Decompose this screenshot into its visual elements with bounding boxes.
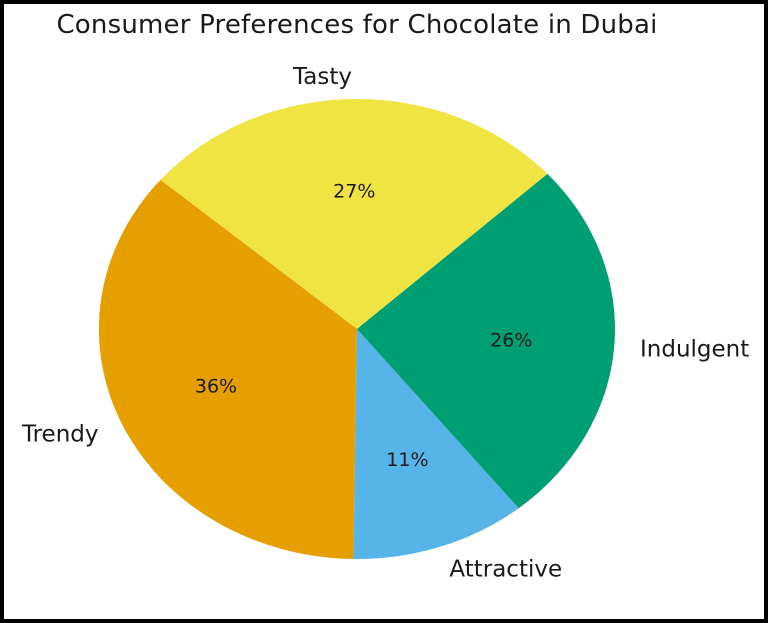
pie-slice-trendy	[98, 179, 357, 559]
pct-label-indulgent: 26%	[490, 329, 532, 351]
pie-chart: 27% Tasty 36% Trendy 11% Attractive 26% Indulge…	[21, 64, 749, 582]
slice-label-indulgent: Indulgent	[640, 336, 749, 362]
pie-slice-indulgent	[357, 173, 615, 509]
pie-slice-attractive	[353, 329, 519, 560]
pct-label-trendy: 36%	[195, 376, 237, 398]
slice-label-trendy: Trendy	[21, 422, 99, 448]
pct-label-tasty: 27%	[333, 181, 375, 203]
chart-title: Consumer Preferences for Chocolate in Du…	[56, 10, 658, 40]
slice-label-tasty: Tasty	[292, 64, 352, 90]
pct-label-attractive: 11%	[386, 449, 428, 471]
pie-slice-tasty	[160, 98, 548, 330]
slice-label-attractive: Attractive	[449, 556, 562, 582]
